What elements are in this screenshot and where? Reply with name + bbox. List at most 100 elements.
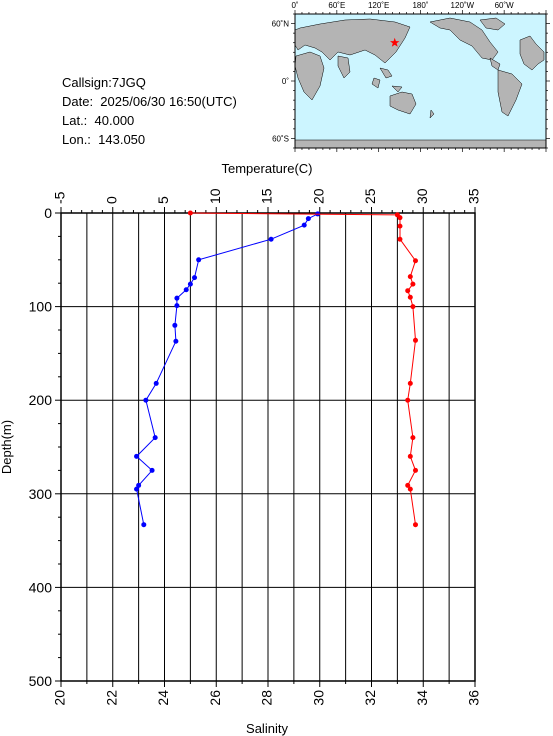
salinity-tick-label: 34 [414,690,430,706]
temperature-data-point [187,281,193,287]
salinity-data-point [397,223,403,229]
map-landmass [294,139,547,149]
salinity-data-point [407,380,413,386]
salinity-data-point [405,482,411,488]
temperature-data-point [183,287,189,293]
map-latitude-label: 0˚ [282,77,289,86]
depth-tick-label: 300 [29,486,53,502]
salinity-data-point [407,294,413,300]
temperature-tick-label: 35 [466,188,482,204]
temperature-series-line [135,213,318,525]
map-landmass [379,67,393,79]
depth-axis-title: Depth(m) [0,420,14,474]
temperature-data-point [153,380,159,386]
map-longitude-label: 120˚W [451,1,475,10]
callsign-label: Callsign:7JGQ [62,75,146,90]
depth-tick-label: 0 [44,205,52,221]
temperature-data-point [134,453,140,459]
salinity-data-point [412,467,418,473]
salinity-data-point [397,215,403,221]
salinity-data-point [407,486,413,492]
map-landmass [391,85,403,93]
map-landmass [429,109,435,119]
map-land [294,17,547,149]
map-landmass [337,55,351,79]
temperature-data-point [301,222,307,228]
salinity-data-point [405,288,411,294]
temperature-tick-label: 10 [207,188,223,204]
map-landmass [479,17,506,31]
temperature-data-point [172,322,178,328]
salinity-data-point [405,397,411,403]
temperature-tick-label: 0 [103,196,119,204]
salinity-tick-label: 36 [466,690,482,706]
depth-tick-label: 500 [29,673,53,689]
temperature-data-point [141,522,147,528]
salinity-data-point [412,522,418,528]
star-icon [390,37,400,47]
temperature-data-point [268,236,274,242]
chart-series [134,210,418,528]
temperature-data-point [192,275,198,281]
salinity-data-point [412,258,418,264]
temperature-data-point [149,467,155,473]
map-landmass [389,91,417,115]
map-frame [291,10,550,152]
latitude-label: Lat.: 40.000 [62,113,135,128]
temperature-tick-label: 30 [414,188,430,204]
temperature-data-point [134,486,140,492]
temperature-tick-label: -5 [52,191,68,204]
salinity-tick-label: 28 [259,690,275,706]
salinity-tick-label: 32 [362,690,378,706]
map-longitude-label: 60˚W [495,1,515,10]
salinity-data-point [397,236,403,242]
depth-tick-label: 200 [29,392,53,408]
salinity-tick-label: 24 [155,690,171,706]
map-longitude-label: 60˚E [328,1,345,10]
map-longitude-label: 0˚ [291,1,298,10]
map-latitude-label: 60˚N [272,20,290,29]
salinity-axis-title: Salinity [246,721,288,736]
world-map: 0˚ 60˚E 120˚E 180˚ 120˚W 60˚W 60˚N 0˚ 60˚S [272,1,550,152]
salinity-tick-label: 20 [52,690,68,706]
map-landmass [371,77,381,89]
temperature-tick-label: 25 [362,188,378,204]
map-landmass [497,69,523,117]
depth-tick-label: 400 [29,579,53,595]
temperature-tick-label: 20 [310,188,326,204]
salinity-tick-label: 22 [103,690,119,706]
date-label: Date: 2025/06/30 16:50(UTC) [62,94,237,109]
depth-tick-label: 100 [29,299,53,315]
station-info: Callsign:7JGQ Date: 2025/06/30 16:50(UTC… [62,73,237,149]
salinity-data-point [187,210,193,216]
salinity-data-point [412,337,418,343]
map-longitude-label: 180˚ [412,1,428,10]
temperature-axis-title: Temperature(C) [221,161,312,176]
map-landmass [294,18,411,64]
temperature-data-point [196,257,202,263]
map-landmass [294,51,325,101]
temperature-data-point [143,397,149,403]
temperature-tick-label: 5 [155,196,171,204]
map-longitude-label: 120˚E [368,1,389,10]
salinity-tick-label: 26 [207,690,223,706]
temperature-data-point [174,295,180,301]
map-labels: 0˚ 60˚E 120˚E 180˚ 120˚W 60˚W 60˚N 0˚ 60˚S [272,1,515,143]
temperature-data-point [152,435,158,441]
temperature-data-point [173,338,179,344]
salinity-data-point [410,304,416,310]
salinity-data-point [410,281,416,287]
map-latitude-label: 60˚S [272,134,289,143]
longitude-label: Lon.: 143.050 [62,132,146,147]
salinity-data-point [407,274,413,280]
temperature-data-point [136,482,142,488]
chart-ticks [55,207,476,687]
map-landmass [519,35,545,71]
temperature-tick-label: 15 [259,188,275,204]
salinity-tick-label: 30 [310,690,326,706]
salinity-data-point [410,435,416,441]
temperature-data-point [174,303,180,309]
